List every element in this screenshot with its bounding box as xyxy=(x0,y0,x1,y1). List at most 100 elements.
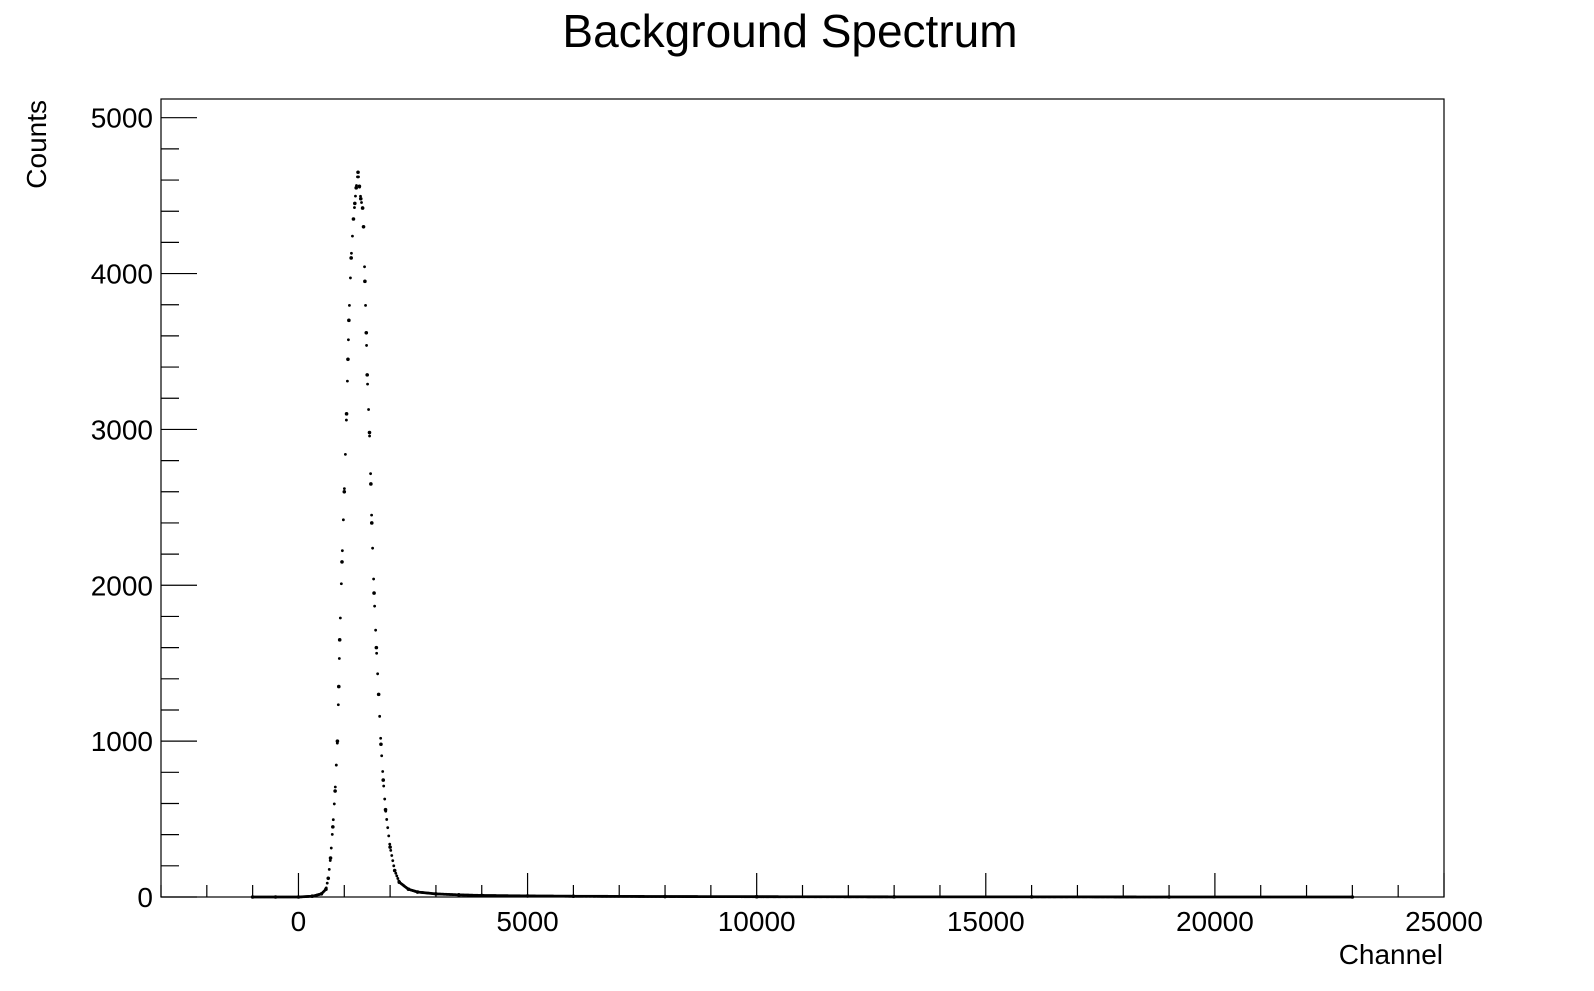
data-point xyxy=(328,859,332,862)
data-point xyxy=(353,206,356,209)
data-point xyxy=(374,628,378,632)
data-point xyxy=(364,303,367,307)
data-point xyxy=(375,651,379,655)
data-point xyxy=(352,217,355,221)
data-point xyxy=(354,186,358,190)
data-point xyxy=(366,382,369,386)
data-point xyxy=(394,871,398,875)
data-point xyxy=(362,225,365,229)
y-tick-label: 0 xyxy=(137,882,153,913)
data-point xyxy=(360,201,363,204)
data-point xyxy=(331,818,335,822)
data-point xyxy=(342,489,347,494)
data-point xyxy=(369,472,372,476)
data-point xyxy=(396,877,400,880)
data-point xyxy=(331,825,335,829)
data-point xyxy=(347,318,351,323)
data-point xyxy=(339,582,343,586)
data-point xyxy=(363,279,367,284)
data-point xyxy=(337,638,342,642)
data-point xyxy=(374,645,379,650)
data-point xyxy=(383,797,387,801)
data-point xyxy=(392,864,396,868)
data-point xyxy=(349,276,352,280)
data-point xyxy=(381,778,386,782)
y-tick-label: 2000 xyxy=(91,570,153,601)
data-point xyxy=(380,754,384,758)
data-point xyxy=(393,869,397,873)
data-point xyxy=(363,265,366,269)
data-point xyxy=(379,736,383,740)
data-point xyxy=(367,430,372,435)
data-point xyxy=(355,184,358,187)
data-point xyxy=(379,742,383,747)
x-tick-label: 0 xyxy=(291,906,307,937)
data-point xyxy=(372,591,376,595)
data-point xyxy=(326,876,330,880)
data-point xyxy=(336,703,340,707)
data-point xyxy=(389,848,393,852)
data-point xyxy=(365,344,368,347)
data-point xyxy=(327,867,331,871)
data-point xyxy=(373,604,377,608)
data-point xyxy=(343,452,347,456)
data-point xyxy=(328,856,333,860)
data-point xyxy=(329,846,333,850)
x-tick-label: 15000 xyxy=(947,906,1025,937)
data-point xyxy=(365,373,369,377)
data-point xyxy=(332,802,336,806)
data-point xyxy=(358,185,361,189)
data-point xyxy=(370,513,373,517)
data-point xyxy=(351,234,354,238)
data-point xyxy=(347,338,350,342)
data-point xyxy=(369,482,373,486)
data-point xyxy=(386,826,390,830)
data-point xyxy=(1350,895,1353,899)
x-tick-label: 25000 xyxy=(1405,906,1483,937)
y-axis-label: Counts xyxy=(21,100,52,189)
data-point xyxy=(384,809,388,813)
data-point xyxy=(395,874,399,878)
y-tick-label: 5000 xyxy=(91,103,153,134)
data-point xyxy=(341,518,345,522)
data-point xyxy=(385,818,389,821)
data-point xyxy=(348,303,351,307)
data-point xyxy=(361,206,364,210)
data-point xyxy=(391,859,395,863)
data-point xyxy=(387,834,391,838)
data-point xyxy=(346,379,349,383)
data-point xyxy=(369,521,374,525)
data-point xyxy=(371,546,375,550)
data-point xyxy=(340,560,344,564)
data-point xyxy=(344,412,349,416)
data-point xyxy=(378,714,382,718)
data-point xyxy=(333,789,337,793)
x-tick-label: 10000 xyxy=(718,906,796,937)
data-point xyxy=(390,854,394,857)
data-point xyxy=(344,418,348,422)
data-point xyxy=(325,881,329,885)
data-point xyxy=(377,692,381,696)
chart-title: Background Spectrum xyxy=(562,5,1017,57)
x-tick-label: 5000 xyxy=(496,906,558,937)
data-points xyxy=(250,170,1355,899)
data-point xyxy=(336,684,341,689)
y-tick-label: 3000 xyxy=(91,414,153,445)
data-point xyxy=(340,549,344,553)
data-point xyxy=(388,842,392,846)
axes: 0 5000 10000 15000 20000 25000 0 1000 2000 3000 40… xyxy=(91,103,1483,937)
data-point xyxy=(358,196,363,201)
data-point xyxy=(333,785,337,789)
data-point xyxy=(368,434,371,438)
data-point xyxy=(349,256,353,260)
data-point xyxy=(382,784,386,788)
data-point xyxy=(334,763,338,767)
data-point xyxy=(372,577,376,581)
data-point xyxy=(367,408,370,411)
data-point xyxy=(357,175,360,179)
data-point xyxy=(342,487,346,491)
x-axis-label: Channel xyxy=(1339,939,1443,970)
data-point xyxy=(346,357,350,362)
data-point xyxy=(354,194,357,198)
